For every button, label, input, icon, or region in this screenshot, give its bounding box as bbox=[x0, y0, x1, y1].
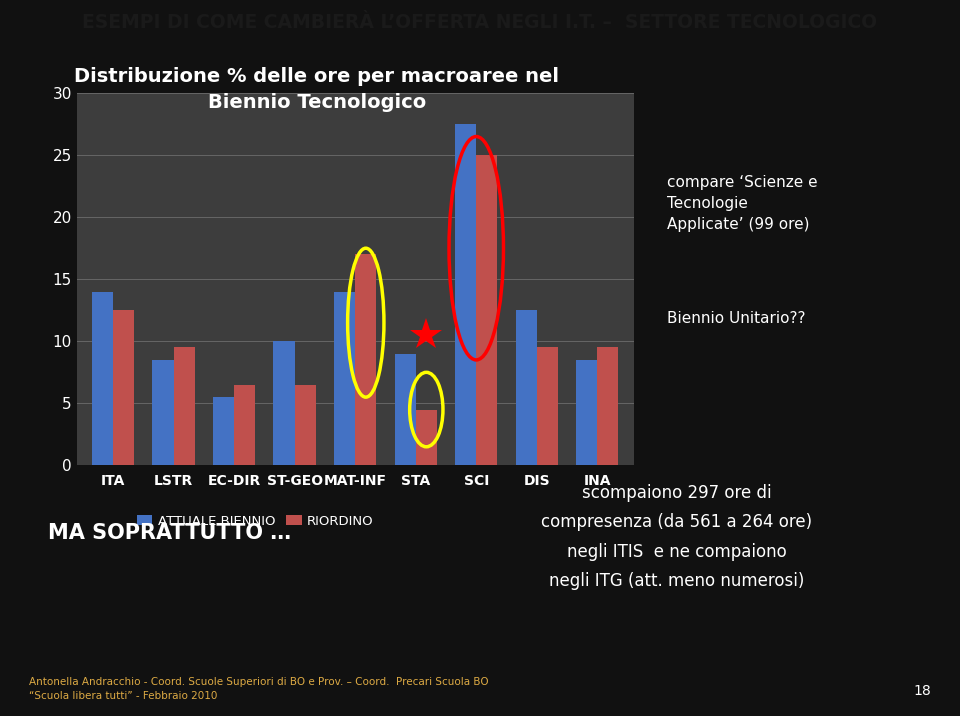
Bar bbox=[516, 310, 537, 465]
Bar bbox=[153, 360, 174, 465]
Bar bbox=[92, 291, 113, 465]
Bar bbox=[597, 347, 618, 465]
Text: Distribuzione % delle ore per macroaree nel
Biennio Tecnologico: Distribuzione % delle ore per macroaree … bbox=[74, 67, 560, 112]
Text: MA SOPRATTUTTO …: MA SOPRATTUTTO … bbox=[48, 523, 291, 543]
Text: compare ‘Scienze e
Tecnologie
Applicate’ (99 ore): compare ‘Scienze e Tecnologie Applicate’… bbox=[667, 175, 818, 233]
Text: scompaiono 297 ore di
compresenza (da 561 a 264 ore)
negli ITIS  e ne compaiono
: scompaiono 297 ore di compresenza (da 56… bbox=[541, 484, 812, 590]
Bar bbox=[476, 155, 497, 465]
Text: Biennio Unitario??: Biennio Unitario?? bbox=[667, 311, 805, 326]
Bar bbox=[576, 360, 597, 465]
Bar bbox=[455, 124, 476, 465]
Bar bbox=[395, 354, 416, 465]
Bar bbox=[174, 347, 195, 465]
Bar bbox=[355, 254, 376, 465]
Bar bbox=[537, 347, 558, 465]
Bar bbox=[234, 384, 255, 465]
Text: 18: 18 bbox=[914, 684, 931, 698]
Bar bbox=[274, 342, 295, 465]
Bar bbox=[113, 310, 134, 465]
Bar bbox=[416, 410, 437, 465]
Text: ESEMPI DI COME CAMBIERÀ L’OFFERTA NEGLI I.T. –  SETTORE TECNOLOGICO: ESEMPI DI COME CAMBIERÀ L’OFFERTA NEGLI … bbox=[83, 13, 877, 32]
Bar bbox=[334, 291, 355, 465]
Legend: ATTUALE BIENNIO, RIORDINO: ATTUALE BIENNIO, RIORDINO bbox=[132, 509, 378, 533]
Text: Antonella Andracchio - Coord. Scuole Superiori di BO e Prov. – Coord.  Precari S: Antonella Andracchio - Coord. Scuole Sup… bbox=[29, 677, 489, 701]
Bar bbox=[213, 397, 234, 465]
Bar bbox=[295, 384, 316, 465]
